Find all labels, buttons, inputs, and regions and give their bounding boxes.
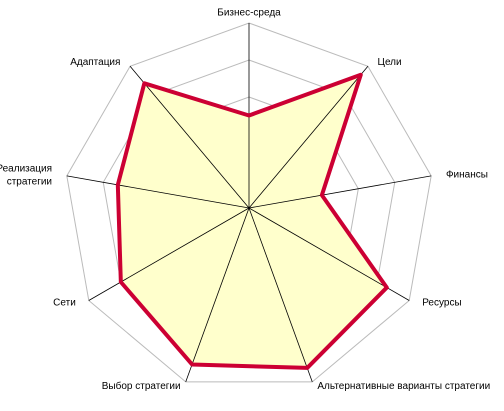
category-label: Адаптация	[70, 57, 120, 68]
category-label: Альтернативные варианты стратегии	[317, 381, 490, 392]
category-label: Выбор стратегии	[102, 380, 181, 392]
data-area	[117, 74, 387, 368]
axis-line	[66, 175, 250, 209]
axis-line	[185, 207, 250, 382]
category-label: Реализация стратегии	[0, 163, 52, 187]
axis-line	[248, 175, 432, 209]
category-label: Бизнес-среда	[217, 8, 281, 19]
data-line	[115, 72, 389, 370]
category-label: Финансы	[446, 170, 488, 181]
axis-line	[88, 207, 250, 301]
category-label: Сети	[53, 298, 76, 309]
grid-ring	[66, 22, 432, 383]
category-label: Цели	[378, 57, 402, 68]
axis-line	[248, 207, 410, 301]
axis-line	[248, 207, 313, 382]
axis-line	[129, 66, 250, 209]
axis-line	[248, 66, 369, 209]
category-label: Ресурсы	[422, 298, 461, 309]
